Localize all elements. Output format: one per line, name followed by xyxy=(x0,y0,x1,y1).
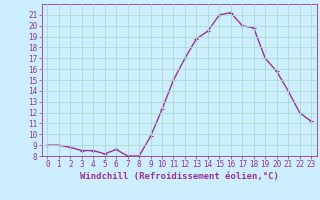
X-axis label: Windchill (Refroidissement éolien,°C): Windchill (Refroidissement éolien,°C) xyxy=(80,172,279,181)
